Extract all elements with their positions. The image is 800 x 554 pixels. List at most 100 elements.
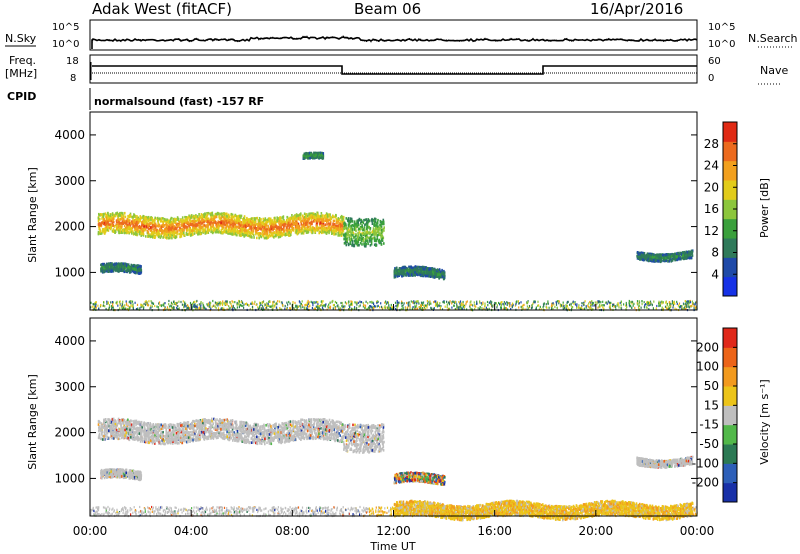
scatter-cell [261,234,264,237]
scatter-cell [346,240,348,244]
scatter-cell [162,236,164,239]
scatter-cell [180,235,183,238]
scatter-cell [258,217,261,220]
scatter-cell [112,217,114,221]
scatter-cell [294,228,297,231]
scatter-cell [112,230,115,233]
scatter-cell [185,221,188,224]
scatter-cell [290,229,292,232]
scatter-cell [272,228,274,232]
scatter-cell [168,221,170,225]
clutter-cell [473,301,475,304]
scatter-cell [256,227,259,231]
scatter-cell [443,269,445,273]
scatter-cell [350,235,353,238]
scatter-cell [143,225,146,228]
scatter-cell [100,213,102,217]
scatter-cell [204,227,206,230]
scatter-cell [284,232,287,236]
scatter-cell [296,225,298,228]
freq-panel-frame [89,54,698,84]
scatter-cell [328,222,331,226]
scatter-cell [335,215,337,219]
scatter-cell [272,223,275,227]
scatter-cell [236,216,239,220]
scatter-cell [171,236,173,240]
scatter-cell [160,225,163,229]
scatter-cell [303,154,306,157]
scatter-cell [432,272,435,275]
scatter-cell [275,234,278,237]
scatter-cell [120,211,123,215]
scatter-cell [216,230,218,234]
scatter-cell [294,223,297,227]
scatter-cell [140,227,143,231]
scatter-cell [148,223,151,226]
scatter-cell [135,266,138,269]
scatter-cell [278,226,280,229]
scatter-cell [671,258,673,262]
scatter-cell [161,219,163,223]
scatter-cell [175,235,177,239]
scatter-cell [122,219,125,223]
scatter-cell [155,228,158,232]
scatter-cell [414,271,416,274]
scatter-cell [101,217,103,220]
scatter-cell [432,274,434,277]
scatter-cell [438,275,440,278]
scatter-cell [440,270,442,274]
scatter-cell [244,234,247,237]
scatter-cell [304,218,307,222]
clutter-cell [142,307,145,310]
scatter-cell [380,225,383,229]
scatter-cell [252,230,255,233]
scatter-cell [233,215,235,219]
scatter-cell [124,215,127,219]
scatter-cell [288,231,290,234]
scatter-cell [366,223,369,227]
scatter-cell [143,228,146,232]
scatter-cell [108,219,111,223]
scatter-cell [228,232,231,235]
scatter-cell [246,223,248,226]
scatter-cell [294,231,297,234]
scatter-cell [333,230,336,234]
scatter-cell [183,228,185,232]
scatter-cell [260,221,263,225]
scatter-cell [176,225,178,228]
scatter-cell [182,227,184,230]
scatter-cell [118,263,121,266]
scatter-cell [279,224,282,227]
scatter-cell [356,224,358,228]
scatter-cell [342,219,345,223]
scatter-cell [250,228,252,231]
scatter-cell [125,264,128,268]
scatter-cell [345,227,348,230]
scatter-cell [297,222,300,226]
scatter-cell [238,222,240,225]
scatter-cell [109,217,111,220]
scatter-cell [336,228,339,231]
scatter-cell [237,216,240,220]
scatter-cell [249,222,252,226]
scatter-cell [155,226,157,229]
clutter-cell [106,300,108,303]
scatter-cell [368,225,370,229]
scatter-cell [238,214,240,218]
scatter-cell [300,222,303,226]
scatter-cell [337,234,339,237]
scatter-cell [348,224,351,227]
scatter-cell [105,265,107,268]
scatter-cell [288,217,290,220]
scatter-cell [241,223,243,227]
scatter-cell [300,212,302,215]
scatter-cell [106,265,108,269]
clutter-cell [496,304,498,307]
scatter-cell [323,214,326,218]
scatter-cell [213,228,216,232]
scatter-cell [232,225,234,228]
scatter-cell [142,227,144,231]
scatter-cell [416,270,418,273]
scatter-cell [138,230,141,234]
scatter-cell [261,221,264,224]
